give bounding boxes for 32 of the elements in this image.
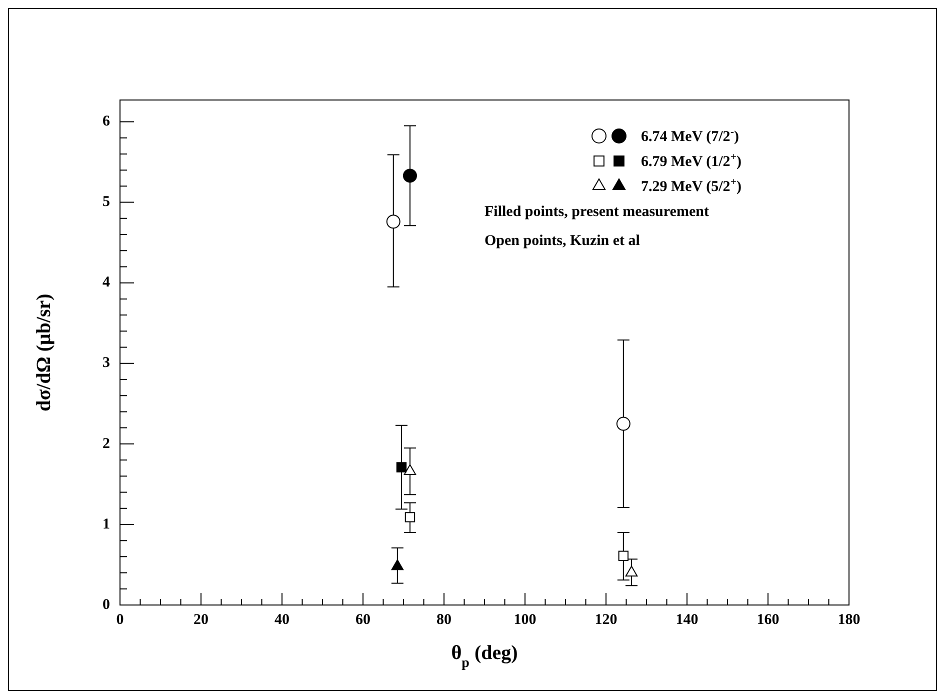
x-tick-label: 120 bbox=[594, 612, 618, 628]
y-tick-label: 2 bbox=[102, 436, 110, 452]
point bbox=[618, 550, 629, 561]
y-axis-title: dσ/dΩ (μb/sr) bbox=[33, 294, 55, 412]
x-tick-label: 60 bbox=[356, 612, 370, 628]
annotation: Filled points, present measurement bbox=[484, 204, 709, 220]
point bbox=[404, 512, 416, 522]
x-tick-label: 140 bbox=[676, 612, 698, 628]
point bbox=[391, 559, 404, 570]
y-tick-label: 4 bbox=[102, 274, 110, 291]
y-tick-label: 6 bbox=[102, 114, 110, 130]
y-tick-label: 1 bbox=[102, 516, 110, 532]
y-tick-label: 3 bbox=[102, 355, 110, 372]
legend-label: 6.74 MeV (7/2-) bbox=[641, 127, 740, 145]
x-tick-label: 80 bbox=[436, 612, 452, 628]
point bbox=[404, 464, 416, 476]
x-tick-label: 20 bbox=[194, 612, 208, 628]
x-tick-label: 0 bbox=[116, 612, 124, 628]
x-tick-label: 100 bbox=[514, 612, 536, 628]
point bbox=[396, 462, 407, 472]
legend-label: 6.79 MeV (1/2+) bbox=[641, 152, 742, 170]
x-tick-label: 160 bbox=[756, 612, 780, 628]
x-tick-label: 180 bbox=[838, 612, 860, 628]
point bbox=[625, 566, 638, 577]
annotation: Open points, Kuzin et al bbox=[484, 233, 640, 249]
legend-label: 7.29 MeV (5/2+) bbox=[641, 177, 742, 195]
point bbox=[616, 416, 630, 431]
point bbox=[402, 168, 417, 183]
point bbox=[386, 214, 400, 229]
x-tick-label: 40 bbox=[274, 612, 290, 628]
y-tick-label: 5 bbox=[102, 194, 110, 210]
y-tick-label: 0 bbox=[102, 596, 110, 613]
